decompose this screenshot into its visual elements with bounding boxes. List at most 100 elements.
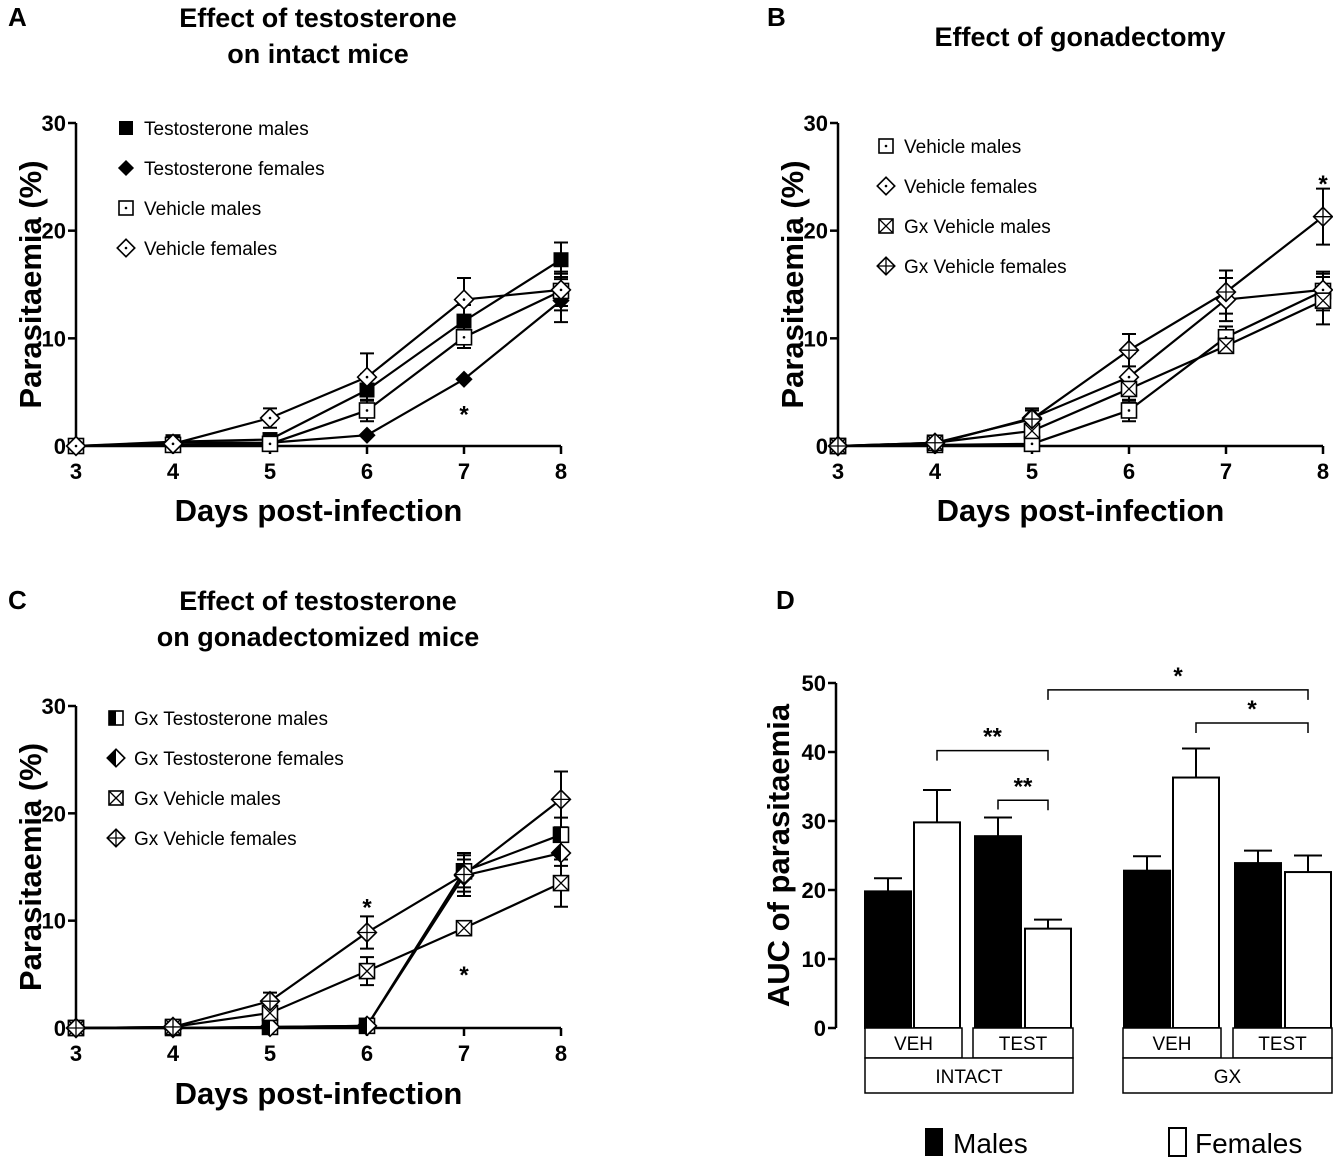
legend-marker-plus	[877, 257, 895, 275]
category-box	[1232, 1027, 1333, 1059]
y-tick-label: 40	[802, 740, 826, 765]
data-point	[1120, 402, 1138, 419]
series-gx-vehicle-males	[75, 858, 568, 1030]
group-box	[1122, 1057, 1333, 1094]
data-point-plus	[66, 1018, 86, 1038]
y-tick-label: 0	[814, 1016, 826, 1041]
data-point-plus	[1022, 409, 1042, 429]
data-point	[550, 279, 572, 301]
y-tick-label: 0	[54, 1016, 66, 1041]
data-point-shape	[455, 370, 473, 388]
y-tick-label: 20	[42, 801, 66, 826]
bar	[974, 835, 1022, 1029]
y-tick-label: 10	[802, 947, 826, 972]
y-tick-label: 10	[42, 909, 66, 934]
series-line	[75, 798, 562, 1030]
data-point-plus	[925, 433, 945, 453]
bar	[864, 890, 912, 1029]
x-tick-label: 7	[458, 459, 470, 484]
y-tick-label: 20	[804, 219, 828, 244]
chart-title: on intact mice	[227, 39, 409, 69]
data-point-dot	[1321, 288, 1325, 292]
legend-marker-cross	[878, 218, 894, 234]
data-point-cross	[1315, 292, 1331, 309]
data-point	[453, 289, 475, 311]
data-point	[261, 435, 279, 453]
category-box	[972, 1027, 1074, 1059]
bar	[1024, 927, 1072, 1030]
data-point-plus	[260, 991, 280, 1011]
chart-title: Effect of testosterone	[179, 3, 457, 33]
data-point	[1215, 281, 1237, 303]
y-axis-title: AUC of parasitaemia	[761, 703, 796, 1007]
legend-marker	[106, 828, 126, 848]
legend-marker	[876, 256, 896, 276]
group-label: GX	[1214, 1067, 1242, 1088]
x-tick-label: 7	[458, 1041, 470, 1066]
data-point	[455, 328, 473, 346]
group-label: INTACT	[935, 1067, 1003, 1088]
data-point	[552, 826, 570, 844]
x-tick-label: 7	[1220, 459, 1232, 484]
series-line	[837, 299, 1324, 448]
data-point	[356, 366, 378, 388]
series-line	[76, 851, 562, 1030]
bar-gx-test-females	[1284, 854, 1332, 1029]
error-bar	[923, 788, 951, 823]
data-point	[65, 1017, 87, 1039]
y-axis-title: Parasitaemia (%)	[775, 160, 810, 408]
x-axis-title: Days post-infection	[937, 493, 1225, 528]
y-tick-label: 20	[42, 219, 66, 244]
significance-bracket	[1195, 722, 1309, 734]
significance-star: *	[1173, 663, 1183, 690]
chart-title: Effect of gonadectomy	[934, 22, 1225, 52]
x-tick-label: 6	[361, 1041, 373, 1066]
data-point-dot	[171, 442, 175, 446]
series-line	[76, 833, 562, 1030]
data-point	[259, 990, 281, 1012]
legend-marker-dot	[124, 206, 128, 210]
significance-bracket	[936, 749, 1049, 761]
data-point	[455, 370, 473, 388]
significance-star: *	[1318, 171, 1328, 198]
data-point-fill	[357, 1016, 367, 1036]
x-tick-label: 8	[555, 459, 567, 484]
panel-letter: C	[8, 585, 27, 615]
data-point	[924, 432, 946, 454]
legend-label: Females	[1195, 1128, 1302, 1159]
data-point-cross	[1024, 422, 1040, 439]
series-line	[837, 288, 1324, 448]
significance-star: *	[1247, 696, 1257, 723]
y-tick-label: 50	[802, 671, 826, 696]
legend-label: Vehicle males	[904, 137, 1021, 158]
data-point-dot	[559, 288, 563, 292]
bar	[913, 821, 961, 1029]
legend-marker	[876, 176, 896, 196]
legend-marker-shape	[119, 121, 133, 135]
legend-marker-plus	[107, 829, 125, 847]
panel-letter: B	[767, 2, 786, 32]
y-tick-label: 0	[54, 434, 66, 459]
y-tick-label: 10	[804, 326, 828, 351]
x-tick-label: 3	[832, 459, 844, 484]
legend-marker	[118, 200, 134, 216]
series-line	[75, 299, 562, 448]
data-point-dot	[365, 409, 369, 412]
legend-label: Vehicle females	[144, 239, 277, 260]
series-line	[75, 258, 562, 448]
bar-legend: Males Females	[925, 1127, 1302, 1159]
legend-label: Gx Vehicle males	[134, 789, 281, 810]
bar-intact-veh-females	[913, 788, 961, 1029]
data-point-cross	[359, 963, 375, 980]
significance-star: *	[459, 401, 469, 428]
data-point-cross	[1218, 337, 1234, 354]
error-bar	[1133, 855, 1161, 871]
x-tick-label: 5	[264, 459, 276, 484]
y-tick-label: 0	[816, 434, 828, 459]
bar	[1123, 869, 1171, 1029]
legend-label: Gx Vehicle females	[904, 257, 1067, 278]
series-line	[75, 882, 562, 1030]
panel-letter: A	[8, 2, 27, 32]
legend-label: Gx Testosterone females	[134, 749, 344, 770]
